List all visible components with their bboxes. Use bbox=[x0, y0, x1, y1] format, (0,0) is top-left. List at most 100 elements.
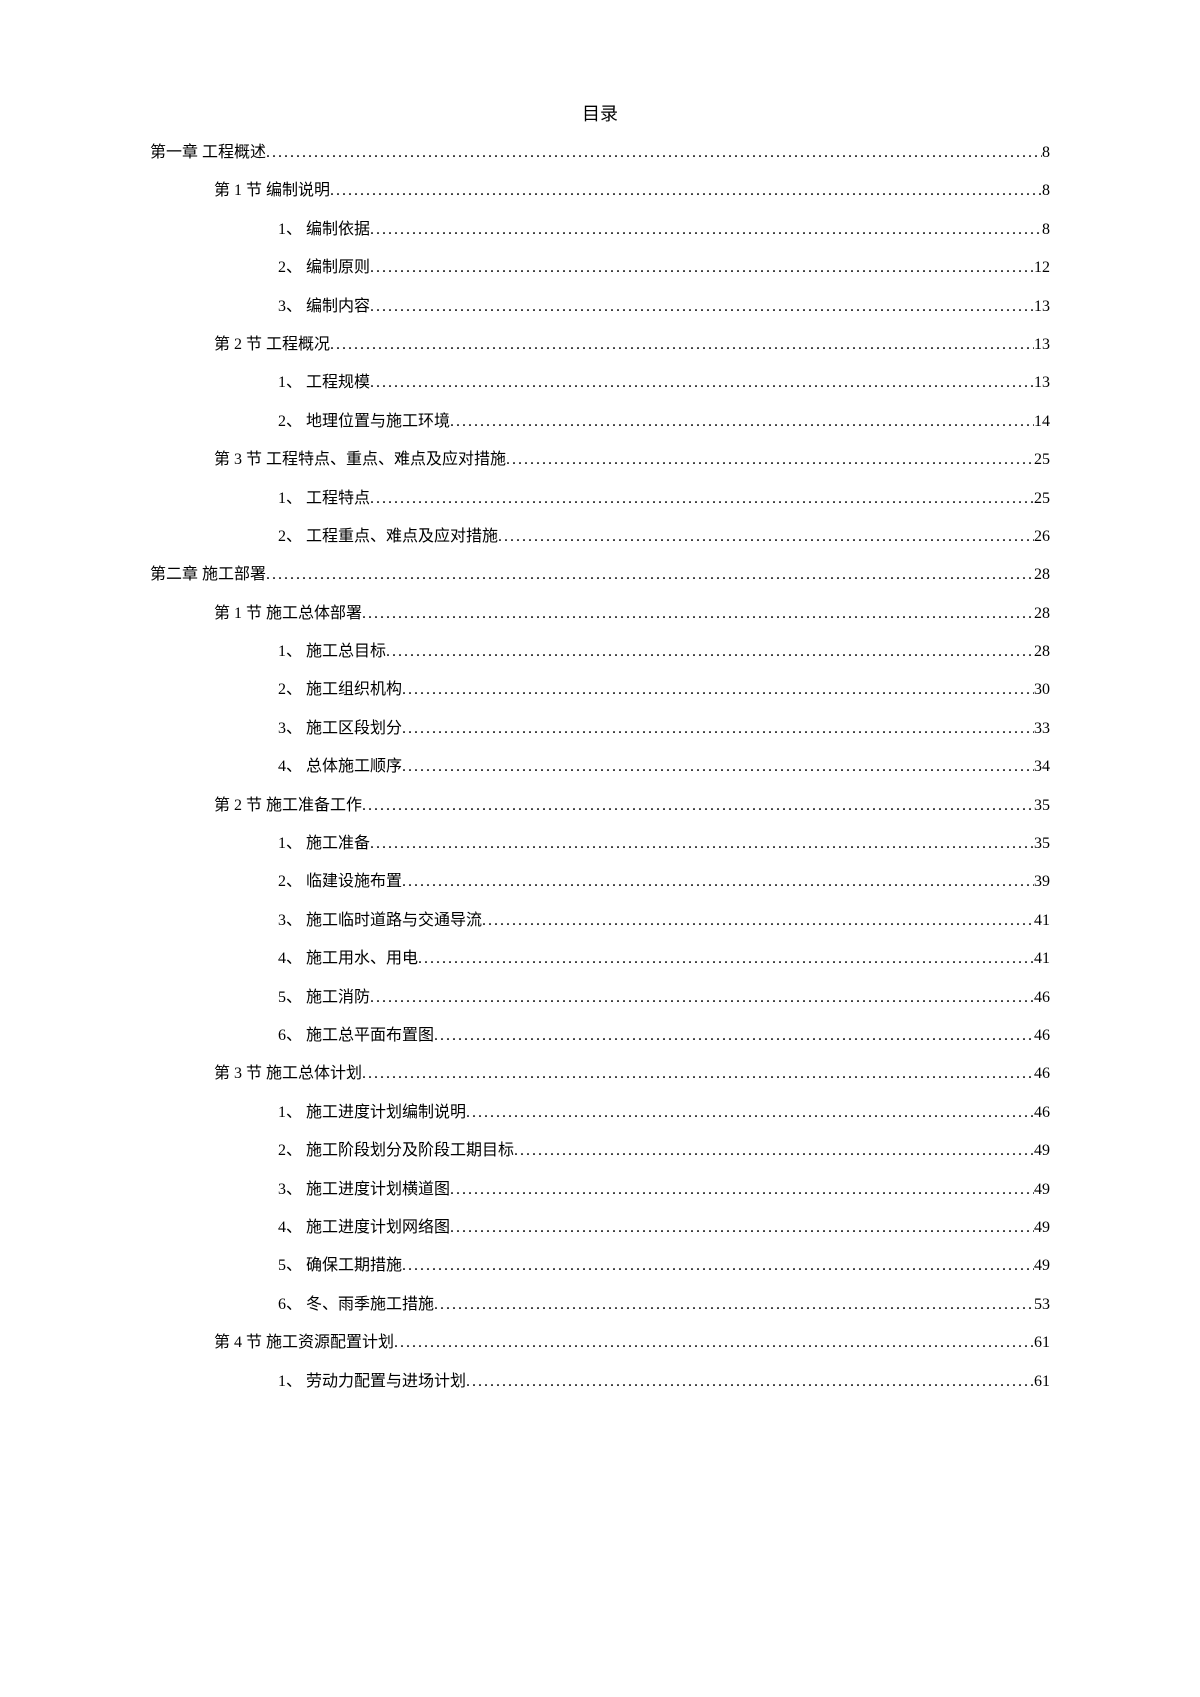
toc-entry-page: 61 bbox=[1034, 1324, 1050, 1362]
toc-entry-page: 30 bbox=[1034, 671, 1050, 709]
toc-entry-page: 8 bbox=[1042, 211, 1050, 249]
toc-entry: 5、 确保工期措施 49 bbox=[150, 1247, 1050, 1285]
toc-dots bbox=[418, 940, 1034, 978]
toc-dots bbox=[450, 403, 1034, 441]
toc-dots bbox=[370, 211, 1042, 249]
toc-dots bbox=[466, 1094, 1034, 1132]
toc-entry-label: 1、 劳动力配置与进场计划 bbox=[278, 1363, 466, 1401]
toc-entry: 1、 施工总目标28 bbox=[150, 633, 1050, 671]
toc-dots bbox=[362, 787, 1034, 825]
toc-entry-label: 3、 编制内容 bbox=[278, 288, 370, 326]
toc-entry-label: 第 2 节 工程概况 bbox=[214, 326, 330, 364]
toc-dots bbox=[506, 441, 1034, 479]
toc-entry: 2、 工程重点、难点及应对措施 26 bbox=[150, 518, 1050, 556]
toc-dots bbox=[450, 1209, 1034, 1247]
toc-entry-label: 第 4 节 施工资源配置计划 bbox=[214, 1324, 394, 1362]
toc-entry-label: 5、 确保工期措施 bbox=[278, 1247, 402, 1285]
toc-entry-label: 1、 施工总目标 bbox=[278, 633, 386, 671]
toc-entry: 第一章 工程概述 8 bbox=[150, 134, 1050, 172]
toc-entry: 3、 施工区段划分 33 bbox=[150, 710, 1050, 748]
toc-entry: 4、 总体施工顺序 34 bbox=[150, 748, 1050, 786]
toc-entry-label: 1、 施工进度计划编制说明 bbox=[278, 1094, 466, 1132]
toc-dots bbox=[370, 480, 1034, 518]
toc-entry-page: 39 bbox=[1034, 863, 1050, 901]
toc-dots bbox=[370, 249, 1034, 287]
toc-entry: 4、 施工进度计划网络图49 bbox=[150, 1209, 1050, 1247]
toc-entry-label: 第二章 施工部署 bbox=[150, 556, 266, 594]
toc-dots bbox=[330, 172, 1042, 210]
toc-entry-page: 28 bbox=[1034, 556, 1050, 594]
toc-dots bbox=[394, 1324, 1034, 1362]
toc-entry-label: 3、 施工进度计划横道图 bbox=[278, 1171, 450, 1209]
toc-entry-label: 1、 施工准备 bbox=[278, 825, 370, 863]
toc-dots bbox=[370, 979, 1034, 1017]
toc-dots bbox=[370, 364, 1034, 402]
toc-entry-label: 2、 施工阶段划分及阶段工期目标 bbox=[278, 1132, 514, 1170]
toc-entry-label: 6、 施工总平面布置图 bbox=[278, 1017, 434, 1055]
toc-entry-page: 8 bbox=[1042, 134, 1050, 172]
toc-entry-label: 4、 总体施工顺序 bbox=[278, 748, 402, 786]
toc-entry: 5、 施工消防 46 bbox=[150, 979, 1050, 1017]
toc-entry-label: 第一章 工程概述 bbox=[150, 134, 266, 172]
toc-entry-page: 13 bbox=[1034, 364, 1050, 402]
toc-dots bbox=[434, 1017, 1034, 1055]
toc-title: 目录 bbox=[150, 100, 1050, 126]
toc-dots bbox=[482, 902, 1034, 940]
toc-entry-label: 1、 编制依据 bbox=[278, 211, 370, 249]
toc-entry: 1、 工程规模 13 bbox=[150, 364, 1050, 402]
toc-entry: 第 1 节 编制说明8 bbox=[150, 172, 1050, 210]
toc-entry-page: 28 bbox=[1034, 595, 1050, 633]
toc-entry-label: 第 1 节 编制说明 bbox=[214, 172, 330, 210]
toc-entry-label: 5、 施工消防 bbox=[278, 979, 370, 1017]
toc-entry: 第 1 节 施工总体部署28 bbox=[150, 595, 1050, 633]
toc-entry: 1、 劳动力配置与进场计划 61 bbox=[150, 1363, 1050, 1401]
toc-entry: 3、 施工临时道路与交通导流 41 bbox=[150, 902, 1050, 940]
toc-entry-page: 41 bbox=[1034, 902, 1050, 940]
toc-entry-label: 1、 工程规模 bbox=[278, 364, 370, 402]
toc-dots bbox=[434, 1286, 1034, 1324]
toc-dots bbox=[370, 288, 1034, 326]
toc-dots bbox=[402, 671, 1034, 709]
toc-container: 第一章 工程概述8第 1 节 编制说明81、 编制依据82、 编制原则123、 … bbox=[150, 134, 1050, 1401]
toc-entry: 3、 编制内容13 bbox=[150, 288, 1050, 326]
toc-entry-label: 6、 冬、雨季施工措施 bbox=[278, 1286, 434, 1324]
toc-dots bbox=[514, 1132, 1034, 1170]
toc-entry-label: 4、 施工用水、用电 bbox=[278, 940, 418, 978]
toc-entry-page: 49 bbox=[1034, 1132, 1050, 1170]
toc-entry-page: 49 bbox=[1034, 1247, 1050, 1285]
toc-entry-label: 2、 工程重点、难点及应对措施 bbox=[278, 518, 498, 556]
toc-entry-page: 49 bbox=[1034, 1171, 1050, 1209]
toc-entry-page: 49 bbox=[1034, 1209, 1050, 1247]
toc-dots bbox=[386, 633, 1034, 671]
toc-entry: 6、 冬、雨季施工措施 53 bbox=[150, 1286, 1050, 1324]
toc-entry-label: 第 2 节 施工准备工作 bbox=[214, 787, 362, 825]
toc-entry-page: 46 bbox=[1034, 979, 1050, 1017]
toc-dots bbox=[466, 1363, 1034, 1401]
toc-entry: 6、 施工总平面布置图46 bbox=[150, 1017, 1050, 1055]
toc-entry-page: 12 bbox=[1034, 249, 1050, 287]
toc-dots bbox=[362, 1055, 1034, 1093]
toc-entry-page: 13 bbox=[1034, 326, 1050, 364]
toc-entry-page: 61 bbox=[1034, 1363, 1050, 1401]
toc-entry-page: 34 bbox=[1034, 748, 1050, 786]
toc-entry: 4、 施工用水、用电41 bbox=[150, 940, 1050, 978]
toc-entry-page: 26 bbox=[1034, 518, 1050, 556]
toc-entry: 3、 施工进度计划横道图 49 bbox=[150, 1171, 1050, 1209]
toc-dots bbox=[498, 518, 1034, 556]
toc-entry: 1、 施工准备35 bbox=[150, 825, 1050, 863]
toc-entry-page: 25 bbox=[1034, 441, 1050, 479]
toc-dots bbox=[370, 825, 1034, 863]
toc-entry-label: 3、 施工区段划分 bbox=[278, 710, 402, 748]
toc-dots bbox=[330, 326, 1034, 364]
toc-entry-page: 53 bbox=[1034, 1286, 1050, 1324]
toc-entry-label: 3、 施工临时道路与交通导流 bbox=[278, 902, 482, 940]
toc-entry-page: 14 bbox=[1034, 403, 1050, 441]
toc-entry-page: 35 bbox=[1034, 787, 1050, 825]
toc-entry: 1、 施工进度计划编制说明46 bbox=[150, 1094, 1050, 1132]
toc-entry-page: 33 bbox=[1034, 710, 1050, 748]
toc-entry-label: 2、 施工组织机构 bbox=[278, 671, 402, 709]
toc-entry: 第二章 施工部署 28 bbox=[150, 556, 1050, 594]
toc-entry-label: 2、 地理位置与施工环境 bbox=[278, 403, 450, 441]
toc-entry-page: 25 bbox=[1034, 480, 1050, 518]
toc-entry: 1、 编制依据 8 bbox=[150, 211, 1050, 249]
